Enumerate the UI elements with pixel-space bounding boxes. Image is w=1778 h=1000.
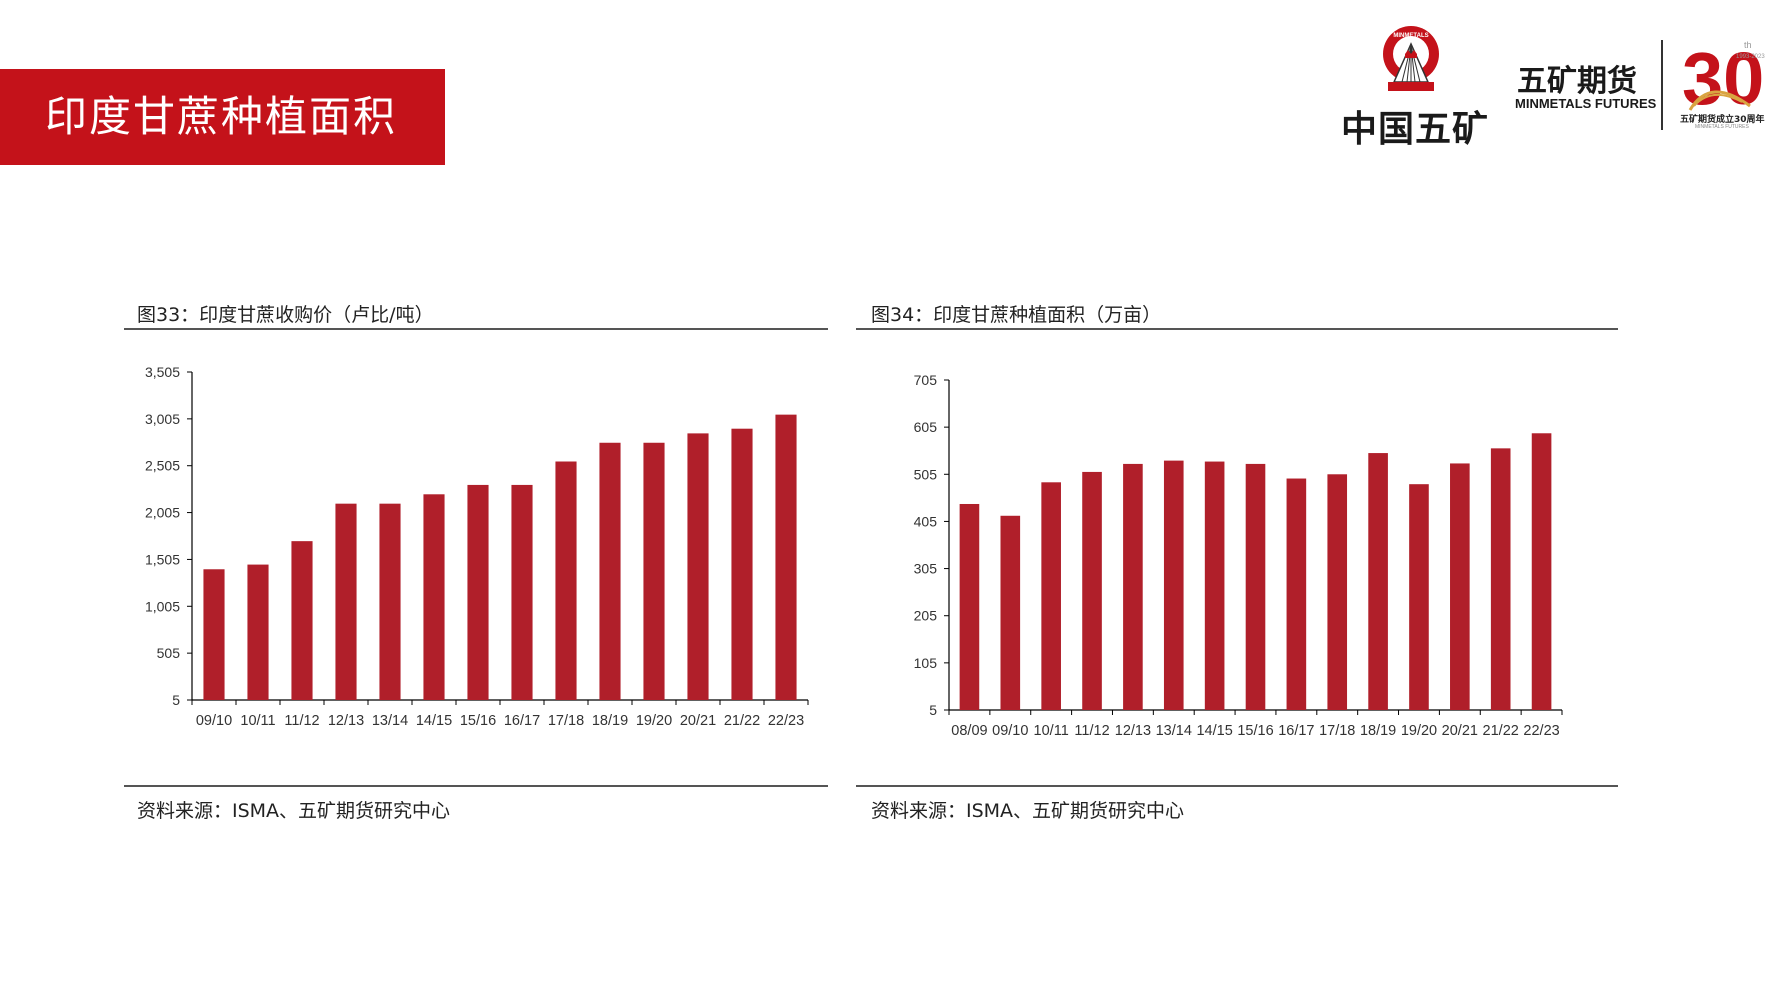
y-tick-label: 705 (914, 372, 938, 388)
source-rule-left (124, 785, 828, 787)
logo-divider (1661, 40, 1663, 130)
y-tick-label: 605 (914, 419, 938, 435)
y-tick-label: 1,005 (145, 598, 180, 614)
anniversary-subtext: MINMETALS FUTURES (1695, 124, 1749, 130)
bar-18-19 (1368, 453, 1388, 710)
bar-16-17 (511, 484, 533, 700)
minmetals-emblem-icon: MINMETALS (1383, 26, 1439, 91)
x-tick-label: 09/10 (196, 713, 232, 729)
bar-13-14 (379, 503, 401, 700)
x-tick-label: 10/11 (1034, 723, 1069, 735)
x-tick-label: 12/13 (1115, 723, 1151, 735)
bar-10-11 (247, 564, 269, 700)
x-tick-label: 08/09 (951, 723, 987, 735)
title-banner: 印度甘蔗种植面积 (0, 69, 445, 165)
bar-14-15 (1204, 461, 1225, 710)
y-tick-label: 305 (914, 561, 938, 577)
x-tick-label: 12/13 (328, 713, 364, 729)
bar-15-16 (1245, 463, 1266, 710)
anniversary-years: 1993-2023 (1736, 54, 1765, 60)
x-tick-label: 16/17 (1278, 723, 1314, 735)
x-tick-label: 11/12 (1074, 723, 1109, 735)
bar-12-13 (1123, 463, 1143, 710)
x-tick-label: 14/15 (1196, 723, 1232, 735)
x-tick-label: 22/23 (1523, 723, 1559, 735)
y-tick-label: 2,005 (145, 505, 180, 521)
x-tick-label: 19/20 (636, 713, 672, 729)
bar-09-10 (1000, 515, 1021, 710)
y-tick-label: 205 (914, 608, 938, 624)
x-tick-label: 19/20 (1401, 723, 1437, 735)
y-tick-label: 105 (914, 655, 938, 671)
y-tick-label: 505 (914, 466, 938, 482)
bar-08-09 (959, 503, 980, 710)
caption-rule-right (856, 328, 1618, 330)
chart-caption-right: 图34：印度甘蔗种植面积（万亩） (871, 304, 1162, 326)
bar-17-18 (1327, 474, 1348, 710)
x-tick-label: 14/15 (416, 713, 452, 729)
bar-17-18 (555, 461, 577, 700)
bar-19-20 (1409, 484, 1429, 710)
x-tick-label: 21/22 (724, 713, 760, 729)
anniversary-text: 五矿期货成立30周年 (1680, 115, 1765, 125)
bar-15-16 (467, 484, 489, 700)
source-right: 资料来源：ISMA、五矿期货研究中心 (871, 800, 1185, 822)
source-rule-right (856, 785, 1618, 787)
x-tick-label: 20/21 (680, 713, 716, 729)
x-tick-label: 09/10 (992, 723, 1028, 735)
bar-13-14 (1163, 460, 1184, 710)
anniversary-sup: th (1744, 40, 1752, 50)
bar-22-23 (775, 414, 797, 700)
x-tick-label: 17/18 (548, 713, 584, 729)
bar-19-20 (643, 442, 665, 700)
x-tick-label: 17/18 (1319, 723, 1355, 735)
bar-12-13 (335, 503, 357, 700)
bar-11-12 (291, 541, 313, 700)
company-logo-text: 中国五矿 (1341, 109, 1490, 150)
futures-logo-english: MINMETALS FUTURES (1515, 96, 1657, 111)
y-tick-label: 3,005 (145, 411, 180, 427)
bar-20-21 (1450, 463, 1470, 710)
y-tick-label: 505 (157, 645, 181, 661)
cane-price-chart: 5 505 1,005 1,505 2,005 2,505 3,005 3,505 09/10 1… (145, 364, 809, 729)
futures-logo-text: 五矿期货 (1517, 64, 1637, 99)
source-left: 资料来源：ISMA、五矿期货研究中心 (137, 800, 451, 822)
bar-11-12 (1082, 471, 1102, 710)
bar-20-21 (687, 433, 709, 700)
bar-09-10 (203, 569, 225, 700)
y-tick-label: 405 (914, 513, 938, 529)
x-tick-label: 15/16 (460, 713, 496, 729)
y-tick-label: 3,505 (145, 364, 180, 380)
x-tick-label: 15/16 (1237, 723, 1273, 735)
bar-21-22 (731, 428, 753, 700)
x-tick-label: 18/19 (592, 713, 628, 729)
anniversary-number: 30 (1682, 37, 1764, 120)
bar-10-11 (1041, 482, 1061, 710)
planting-area-chart: 5 105 205 305 405 505 605 705 08/09 09/10 10/11 11/… (914, 372, 1563, 735)
bar-14-15 (423, 494, 445, 700)
bar-16-17 (1286, 478, 1307, 710)
bar-21-22 (1490, 448, 1511, 710)
y-tick-label: 5 (172, 692, 180, 708)
x-tick-label: 22/23 (768, 713, 804, 729)
x-tick-label: 18/19 (1360, 723, 1396, 735)
x-tick-label: 20/21 (1442, 723, 1478, 735)
bar-18-19 (599, 442, 621, 700)
x-tick-label: 16/17 (504, 713, 540, 729)
x-tick-label: 10/11 (240, 713, 275, 729)
bar-22-23 (1531, 433, 1552, 710)
x-tick-label: 13/14 (1156, 723, 1192, 735)
emblem-text: MINMETALS (1393, 33, 1428, 39)
x-tick-label: 21/22 (1483, 723, 1519, 735)
page-title: 印度甘蔗种植面积 (45, 92, 398, 141)
x-tick-label: 13/14 (372, 713, 408, 729)
chart-caption-left: 图33：印度甘蔗收购价（卢比/吨） (137, 304, 434, 326)
y-tick-label: 5 (929, 702, 937, 718)
y-tick-label: 2,505 (145, 458, 180, 474)
caption-rule-left (124, 328, 828, 330)
x-tick-label: 11/12 (284, 713, 319, 729)
y-tick-label: 1,505 (145, 551, 180, 567)
anniversary-30-logo-icon: 30 th 1993-2023 (1682, 37, 1765, 120)
